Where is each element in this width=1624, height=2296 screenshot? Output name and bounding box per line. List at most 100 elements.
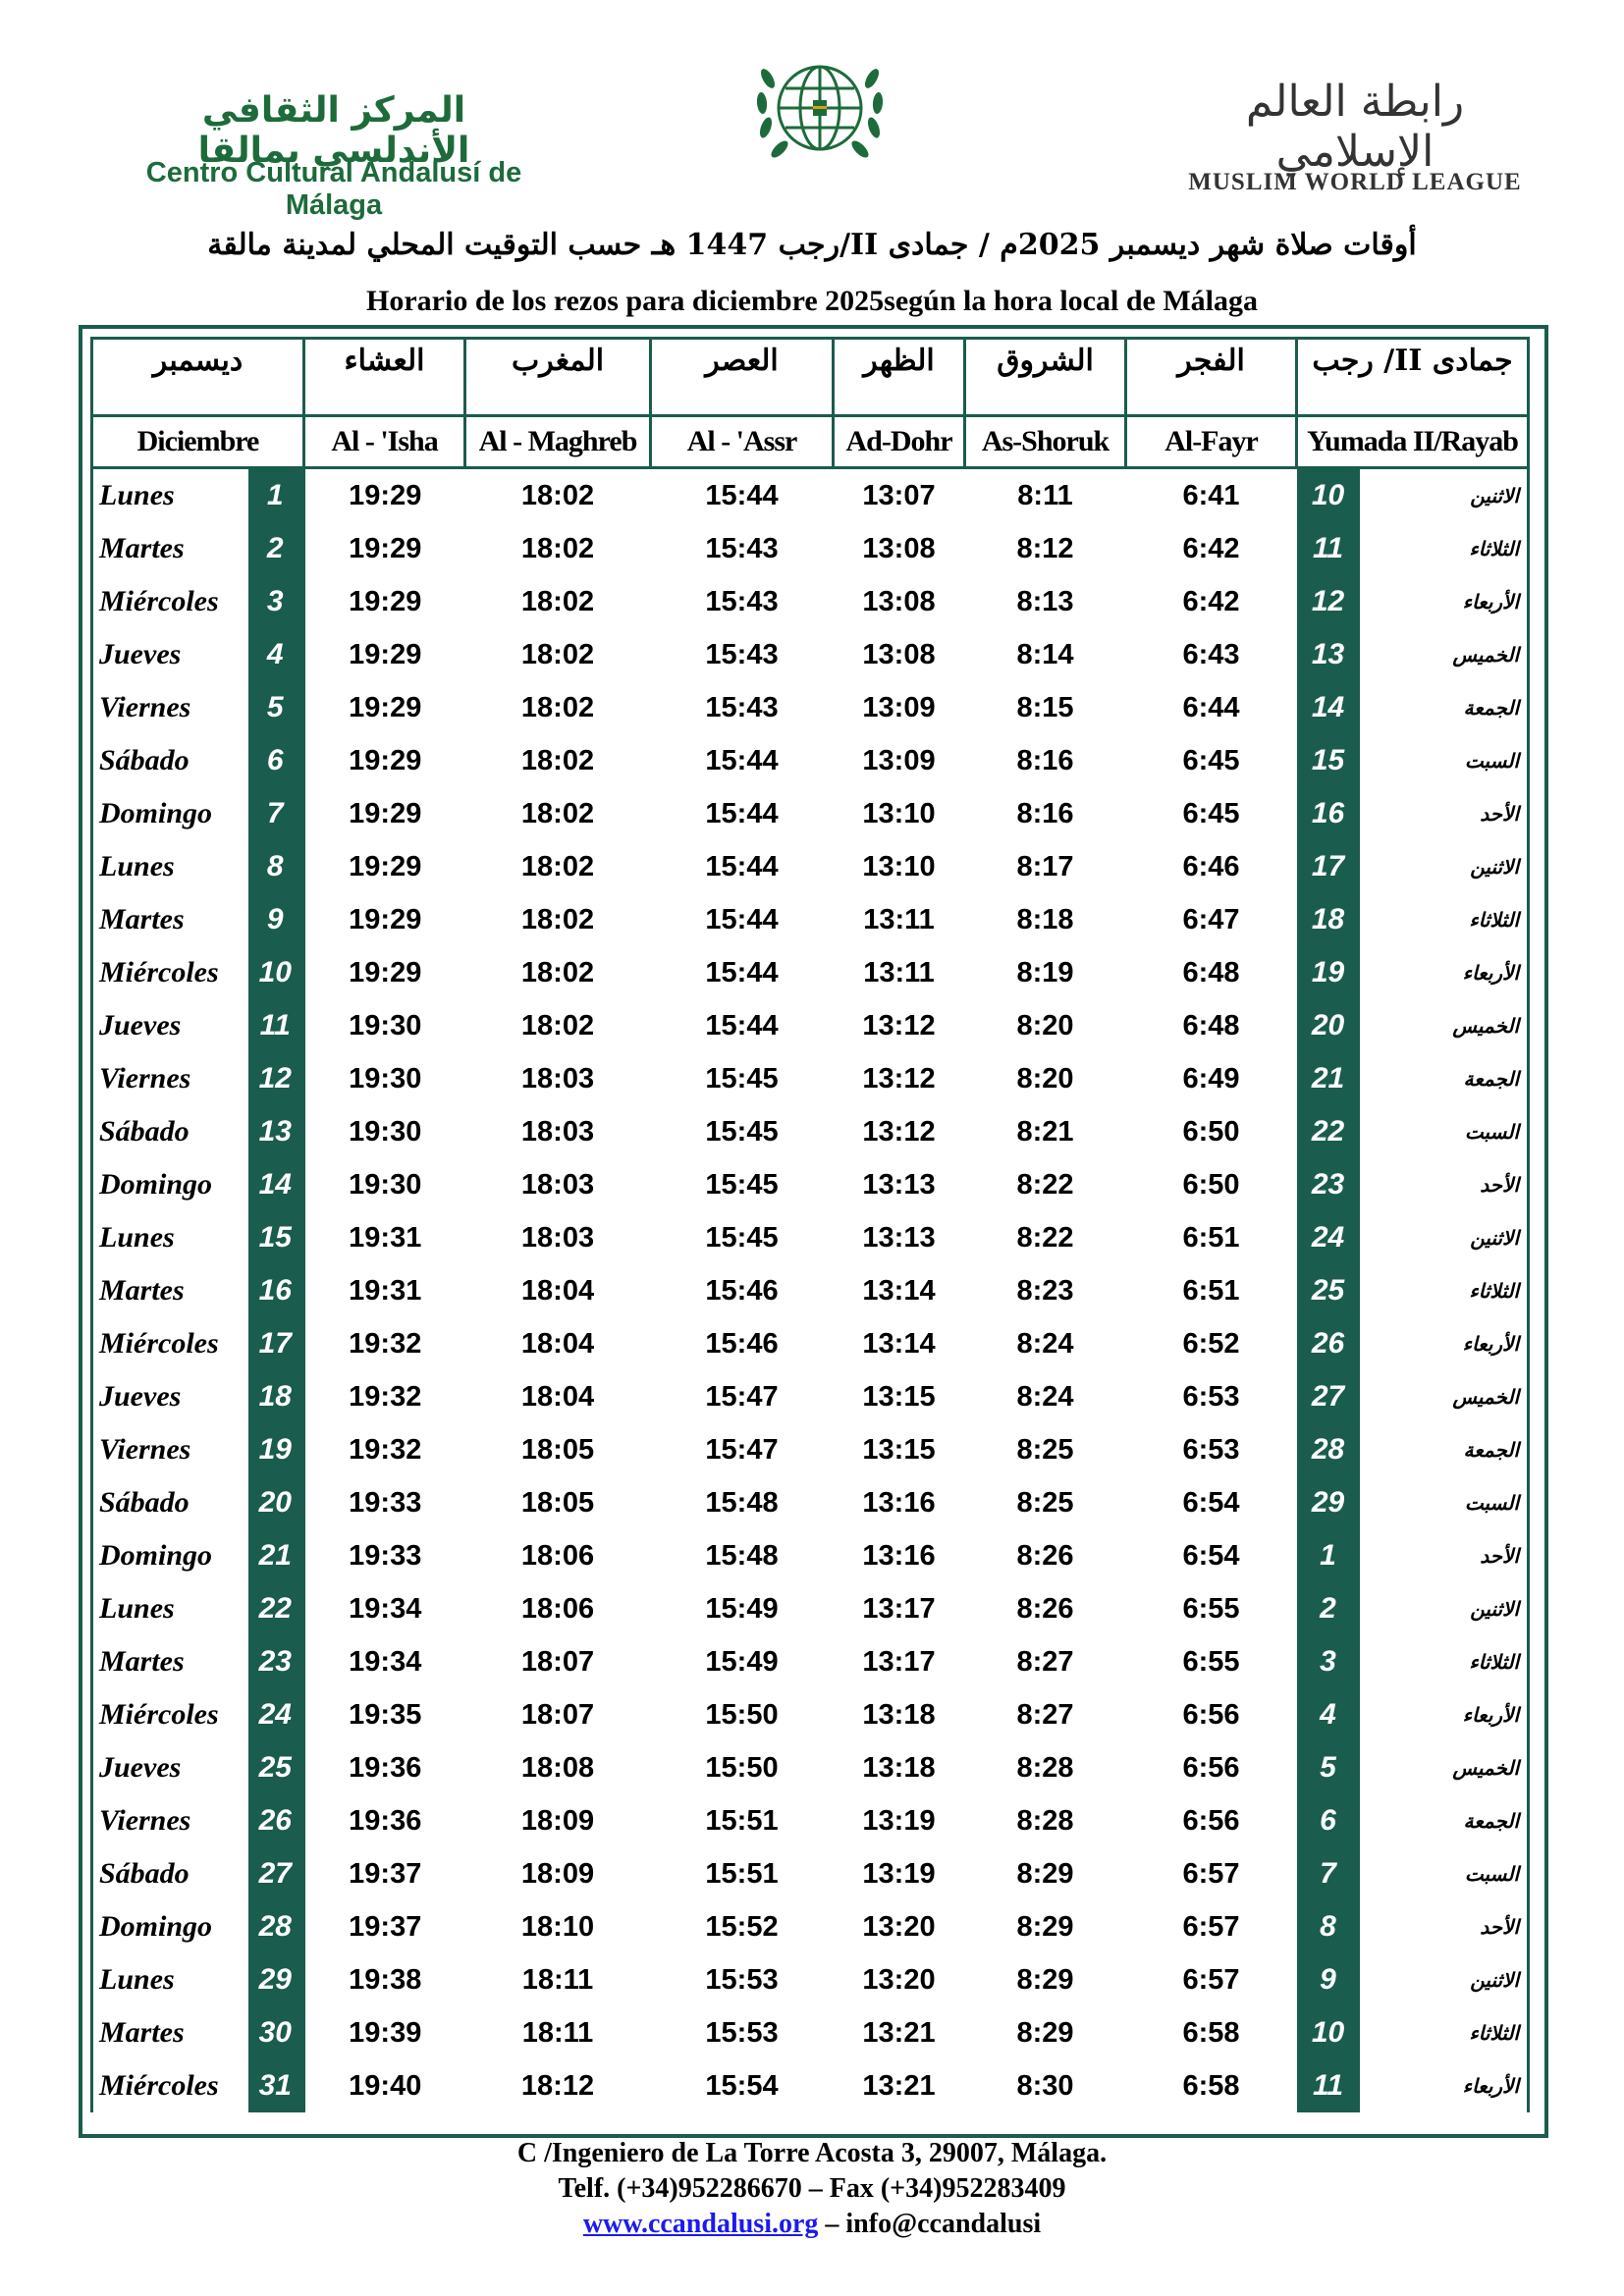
date: 31 <box>247 2059 304 2112</box>
date: 15 <box>247 1211 304 1264</box>
time: 6:57 <box>1182 1910 1240 1943</box>
time: 6:52 <box>1182 1327 1240 1360</box>
hijri-date: 4 <box>1296 1688 1360 1741</box>
time: 15:46 <box>705 1327 779 1360</box>
header-cell: الفجر <box>1124 337 1299 417</box>
time: 15:43 <box>705 585 779 617</box>
time: 18:02 <box>520 691 595 723</box>
date: 20 <box>247 1476 304 1529</box>
emblem <box>756 65 884 158</box>
weekday: Lunes <box>90 1211 248 1264</box>
hijri-date: 25 <box>1296 1264 1360 1317</box>
time: 15:43 <box>705 532 779 564</box>
time: 15:44 <box>705 1009 779 1041</box>
time: 18:02 <box>520 850 595 882</box>
hijri-date: 14 <box>1296 681 1360 734</box>
time: 19:30 <box>302 999 465 1052</box>
title-ar: أوقات صلاة شهر ديسمبر 2025م / جمادى II/ر… <box>207 228 1417 262</box>
time: 13:21 <box>862 2069 936 2102</box>
header-cell: Al - 'Isha <box>302 414 467 469</box>
hijri-date: 10 <box>1296 467 1360 522</box>
table-row: Lunes 29 19:38 18:11 15:53 13:20 8:29 6:57 9 الاث… <box>90 1953 1531 2006</box>
table-row: Jueves 4 19:29 18:02 15:43 13:08 8:14 6:43 13 الخ… <box>90 628 1531 681</box>
time: 19:31 <box>302 1211 465 1264</box>
date: 28 <box>247 1900 304 1953</box>
weekday-ar: الجمعة <box>1359 1794 1531 1847</box>
time: 18:03 <box>520 1062 595 1095</box>
time: 6:45 <box>1182 744 1240 776</box>
weekday: Sábado <box>90 734 248 787</box>
time: 15:44 <box>705 850 779 882</box>
hijri-date: 27 <box>1296 1370 1360 1423</box>
date: 1 <box>247 467 304 522</box>
date: 24 <box>247 1688 304 1741</box>
hijri-date: 11 <box>1296 522 1360 575</box>
time: 6:51 <box>1182 1274 1240 1307</box>
time: 18:03 <box>520 1168 595 1201</box>
time: 6:56 <box>1182 1698 1240 1731</box>
time: 8:28 <box>1016 1804 1074 1837</box>
weekday-ar: الأربعاء <box>1359 2059 1531 2112</box>
time: 18:09 <box>520 1857 595 1890</box>
time: 15:49 <box>705 1645 779 1678</box>
time: 13:16 <box>862 1539 936 1572</box>
time: 13:18 <box>862 1698 936 1731</box>
weekday-ar: الخميس <box>1359 1741 1531 1794</box>
weekday-ar: الثلاثاء <box>1359 2006 1531 2059</box>
time: 8:24 <box>1016 1380 1074 1413</box>
date: 25 <box>247 1741 304 1794</box>
time: 6:41 <box>1182 479 1240 511</box>
time: 6:44 <box>1182 691 1240 723</box>
time: 6:47 <box>1182 903 1240 935</box>
time: 19:39 <box>302 2006 465 2059</box>
time: 8:14 <box>1016 638 1074 670</box>
hijri-date: 16 <box>1296 787 1360 840</box>
date: 19 <box>247 1423 304 1476</box>
time: 8:12 <box>1016 532 1074 564</box>
time: 6:50 <box>1182 1115 1240 1148</box>
table-row: Sábado 27 19:37 18:09 15:51 13:19 8:29 6:57 7 الس… <box>90 1847 1531 1900</box>
time: 6:48 <box>1182 956 1240 988</box>
time: 8:27 <box>1016 1645 1074 1678</box>
time: 18:11 <box>521 1963 594 1996</box>
time: 19:34 <box>302 1635 465 1688</box>
time: 18:07 <box>520 1698 595 1731</box>
header-cell: Yumada II/Rayab <box>1295 414 1531 469</box>
time: 8:23 <box>1016 1274 1074 1307</box>
time: 15:44 <box>705 797 779 829</box>
hijri-date: 24 <box>1296 1211 1360 1264</box>
time: 8:15 <box>1016 691 1074 723</box>
header-row: ديسمبر العشاء المغرب العصر الظهر الشروق الفجر ج… <box>89 337 1531 417</box>
time: 8:22 <box>1016 1168 1074 1201</box>
time: 18:08 <box>520 1751 595 1784</box>
time: 8:29 <box>1016 1910 1074 1943</box>
hijri-date: 6 <box>1296 1794 1360 1847</box>
time: 13:19 <box>862 1804 936 1837</box>
time: 8:16 <box>1016 744 1074 776</box>
header-cell: Al - Maghreb <box>463 414 653 469</box>
time: 15:44 <box>705 744 779 776</box>
time: 15:48 <box>705 1539 779 1572</box>
hijri-date: 29 <box>1296 1476 1360 1529</box>
time: 6:48 <box>1182 1009 1240 1041</box>
time: 15:46 <box>705 1274 779 1307</box>
table-frame: ديسمبر العشاء المغرب العصر الظهر الشروق الفجر ج… <box>79 325 1548 2138</box>
hijri-date: 11 <box>1296 2059 1360 2112</box>
time: 15:50 <box>705 1751 779 1784</box>
weekday-ar: الأحد <box>1359 1900 1531 1953</box>
table-row: Jueves 18 19:32 18:04 15:47 13:15 8:24 6:53 27 ال… <box>90 1370 1531 1423</box>
time: 15:44 <box>705 479 779 511</box>
header-cell: ديسمبر <box>89 337 306 417</box>
time: 19:32 <box>302 1423 465 1476</box>
time: 6:42 <box>1182 585 1240 617</box>
date: 21 <box>247 1529 304 1582</box>
time: 18:06 <box>520 1592 595 1625</box>
weekday: Domingo <box>90 1529 248 1582</box>
time: 15:49 <box>705 1592 779 1625</box>
time: 18:02 <box>520 479 595 511</box>
weekday-ar: الأربعاء <box>1359 946 1531 999</box>
website-link[interactable]: www.ccandalusi.org <box>582 2209 819 2239</box>
time: 15:53 <box>705 1963 779 1996</box>
header-cell: جمادى II/ رجب <box>1295 337 1531 417</box>
hijri-date: 19 <box>1296 946 1360 999</box>
